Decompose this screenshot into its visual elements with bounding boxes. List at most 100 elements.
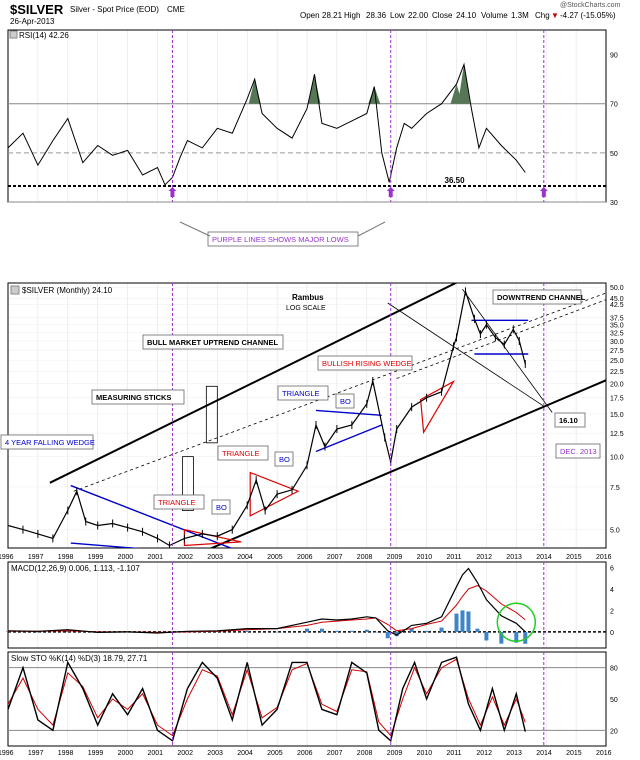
y-tick-label: 6 (610, 565, 614, 572)
macd-signal-line (8, 585, 526, 633)
macd-histogram-bar (245, 630, 250, 632)
x-tick-label: 2001 (148, 554, 164, 561)
x-tick-label: 2007 (327, 554, 343, 561)
macd-frame (7, 561, 607, 649)
rsi-support-label: 36.50 (445, 176, 466, 185)
macd-histogram-bar (523, 631, 528, 644)
price-plot-area (8, 283, 606, 548)
chg-value: -4.27 (-15.05%) (560, 11, 616, 20)
x-tick-label-bottom: 2001 (148, 750, 164, 757)
note-major-lows-box (207, 231, 359, 247)
macd-histogram-bar (424, 630, 429, 632)
macd-histogram-bar (484, 631, 489, 641)
x-tick-label: 2016 (596, 554, 612, 561)
note-bo-2-box (274, 451, 294, 467)
x-tick-label-bottom: 2012 (476, 750, 492, 757)
y-tick-label: 0 (610, 630, 614, 637)
note-dec-2013-box (555, 443, 601, 459)
rising-wedge (419, 379, 456, 435)
macd-highlight-circle (496, 602, 537, 642)
x-tick-label: 1999 (88, 554, 104, 561)
note-bo-3-label: BO (340, 397, 351, 406)
x-tick-label: 1997 (28, 554, 44, 561)
y-tick-label: 17.5 (610, 396, 624, 403)
measuring-stick-2 (205, 385, 218, 444)
major-low-arrow (539, 187, 548, 198)
macd-panel: 0 2 4 6 MACD(12,26,9) 0.006, 1.113, -1.107 (6, 561, 614, 649)
x-tick-label-bottom: 2015 (566, 750, 582, 757)
note-triangle-2-label: TRIANGLE (222, 449, 260, 458)
note-measuring-sticks-box (91, 389, 185, 405)
note-uptrend-channel-label: BULL MARKET UPTREND CHANNEL (147, 338, 279, 347)
macd-histogram-bar (364, 629, 369, 632)
x-tick-label: 2000 (118, 554, 134, 561)
y-tick-label: 20 (610, 728, 618, 735)
macd-histogram-bar (35, 631, 40, 633)
x-tick-label: 2008 (357, 554, 373, 561)
note-downtrend-channel-label: DOWNTREND CHANNEL (497, 293, 586, 302)
high-value: 28.36 (366, 11, 387, 20)
x-tick-label: 2002 (177, 554, 193, 561)
falling-wedge-lower (70, 542, 142, 548)
note-downtrend-channel: DOWNTREND CHANNEL (492, 289, 586, 305)
chart-subtitle: LOG SCALE (286, 305, 326, 312)
price-legend-icon (10, 285, 20, 295)
macd-histogram-bar (373, 631, 378, 633)
x-tick-label-bottom: 1997 (28, 750, 44, 757)
macd-histogram-bar (275, 631, 280, 633)
x-tick-label-bottom: 2010 (417, 750, 433, 757)
x-tick-label: 1996 (0, 554, 14, 561)
y-tick-label: 4 (610, 587, 614, 594)
note-bo-1-label: BO (216, 503, 227, 512)
y-tick-label: 50 (610, 151, 618, 158)
macd-histogram-bar (499, 631, 504, 644)
note-bo-1-box (211, 499, 231, 515)
close-label: Close (432, 11, 453, 20)
measuring-stick-1 (181, 456, 194, 511)
x-tick-label: 2009 (387, 554, 403, 561)
note-rising-wedge-box (317, 355, 413, 371)
note-triangle-2-box (217, 445, 269, 461)
leader-line (357, 221, 386, 237)
macd-histogram-bar (349, 630, 354, 632)
major-low-arrow (386, 187, 395, 198)
x-tick-label-bottom: 2014 (536, 750, 552, 757)
chart-title: Rambus (292, 293, 324, 302)
y-tick-label: 22.5 (610, 369, 624, 376)
x-tick-label-bottom: 2003 (207, 750, 223, 757)
chg-label: Chg (535, 11, 550, 20)
note-dec-2013: DEC. 2013 (555, 443, 601, 459)
x-tick-label-bottom: 2004 (237, 750, 253, 757)
note-bo-3-box (335, 393, 355, 409)
rsi-panel: 36.50 30 50 70 90 RSI(14) 42.26 (7, 29, 618, 207)
x-tick-label-bottom: 2016 (596, 750, 612, 757)
x-tick-label-bottom: 2013 (506, 750, 522, 757)
note-uptrend-channel-box (142, 334, 284, 350)
note-triangle-1-box (153, 494, 205, 510)
major-low-arrow (168, 187, 177, 198)
x-tick-label-bottom: 2011 (447, 750, 462, 757)
stochastic-k-line (7, 656, 526, 743)
x-tick-label: 2014 (536, 554, 552, 561)
note-bo-1: BO (211, 499, 231, 515)
macd-histogram-bar (65, 630, 70, 632)
y-tick-label: 25.0 (610, 358, 624, 365)
stochastic-legend: Slow STO %K(14) %D(3) 18.79, 27.71 (11, 654, 148, 663)
y-tick-label: 30 (610, 200, 618, 207)
note-triangle-3-box (277, 385, 329, 401)
note-bo-2-label: BO (279, 455, 290, 464)
macd-histogram-bar (394, 631, 399, 637)
x-tick-label-bottom: 2002 (177, 750, 193, 757)
rsi-overbought-fill (248, 79, 261, 104)
note-measuring-sticks: MEASURING STICKS (91, 389, 185, 405)
macd-histogram-bar (460, 610, 465, 632)
note-bo-3: BO (335, 393, 355, 409)
stochastic-d-line (7, 658, 526, 737)
price-legend: $SILVER (Monthly) 24.10 (22, 286, 113, 295)
note-falling-wedge: 4 YEAR FALLING WEDGE (0, 434, 95, 450)
y-tick-label: 45.0 (610, 296, 624, 303)
price-line (8, 289, 526, 547)
macd-histogram-bar (319, 628, 324, 632)
macd-histogram-bar (454, 613, 459, 632)
note-target: 16.10 (554, 412, 586, 428)
